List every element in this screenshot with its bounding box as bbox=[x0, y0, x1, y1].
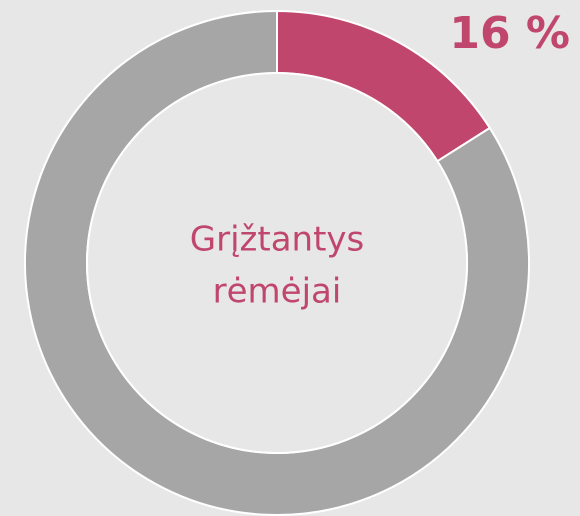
center-label: Grįžtantys bbox=[190, 220, 365, 260]
center-label: rėmėjai bbox=[213, 272, 342, 312]
value-label: 16 % bbox=[449, 8, 570, 59]
donut-hole bbox=[86, 72, 468, 454]
